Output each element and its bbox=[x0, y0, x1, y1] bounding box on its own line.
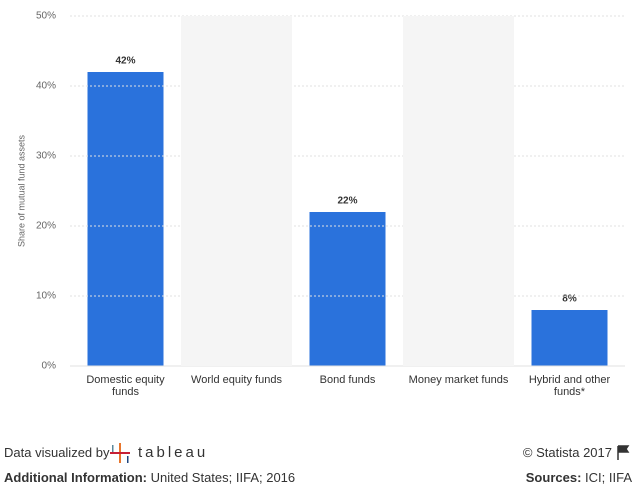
band-shade bbox=[181, 16, 292, 366]
y-axis-label: Share of mutual fund assets bbox=[16, 134, 26, 247]
data-label: 42% bbox=[115, 56, 135, 67]
sources: Sources: ICI; IIFA bbox=[526, 470, 632, 485]
flag-icon bbox=[617, 445, 630, 460]
y-tick-label: 30% bbox=[36, 151, 56, 162]
x-tick-label: World equity funds bbox=[191, 374, 282, 386]
visualized-by: Data visualized by bbox=[4, 445, 110, 460]
bar bbox=[87, 72, 164, 366]
tableau-logo: tableau bbox=[138, 444, 208, 461]
y-tick-label: 0% bbox=[42, 361, 57, 372]
sources-label: Sources: bbox=[525, 470, 582, 485]
bar bbox=[309, 212, 386, 366]
additional-info: Additional Information: United States; I… bbox=[4, 470, 295, 485]
sources-text: ICI; IIFA bbox=[585, 470, 632, 485]
x-tick-label: Hybrid and other funds* bbox=[528, 374, 611, 398]
y-tick-label: 40% bbox=[36, 81, 56, 92]
band-shade bbox=[403, 16, 514, 366]
x-tick-label: Money market funds bbox=[408, 374, 509, 386]
additional-text: United States; IIFA; 2016 bbox=[150, 470, 296, 485]
copyright: © Statista 2017 bbox=[522, 445, 612, 460]
y-tick-label: 20% bbox=[36, 221, 56, 232]
y-tick-label: 10% bbox=[36, 291, 56, 302]
bar bbox=[531, 310, 608, 366]
x-tick-label: Domestic equity funds bbox=[86, 374, 165, 398]
data-label: 8% bbox=[562, 294, 577, 305]
data-label: 22% bbox=[337, 196, 357, 207]
tableau-icon bbox=[110, 443, 130, 463]
x-tick-label: Bond funds bbox=[319, 374, 376, 386]
additional-label: Additional Information: bbox=[4, 470, 147, 485]
y-tick-label: 50% bbox=[36, 11, 56, 22]
